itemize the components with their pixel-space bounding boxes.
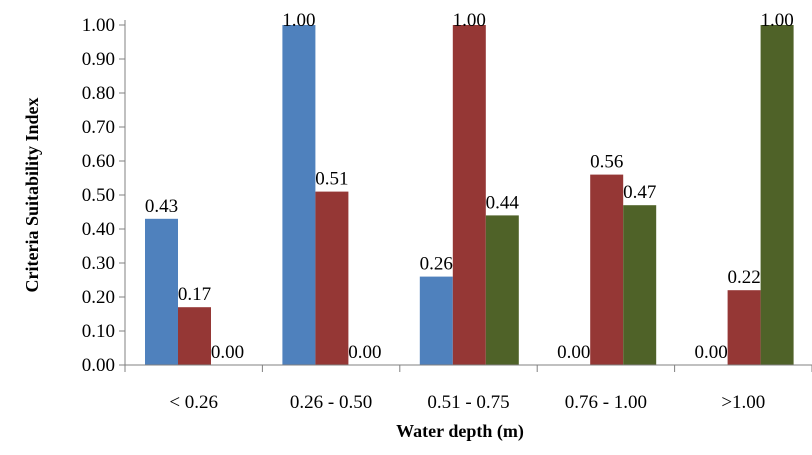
x-tick-label: 0.51 - 0.75 [427,392,509,413]
bar [727,290,761,365]
data-label: 0.00 [694,342,727,363]
y-tick-label: 0.40 [82,219,115,240]
bars-layer [145,25,794,365]
bar [485,215,519,365]
y-tick-label: 0.00 [82,355,115,376]
x-tick-label: 0.76 - 1.00 [565,392,647,413]
x-tick-label: >1.00 [721,392,765,413]
bar [419,276,453,365]
data-label: 0.26 [420,254,453,275]
data-label: 0.51 [315,169,348,190]
x-tick-label: 0.26 - 0.50 [290,392,372,413]
data-label: 0.44 [486,192,520,213]
data-label: 0.22 [727,267,760,288]
y-tick-label: 0.50 [82,185,115,206]
x-tick-label: < 0.26 [169,392,218,413]
data-label: 0.47 [623,182,656,203]
data-label: 1.00 [282,10,315,31]
bar [178,307,211,365]
bar [282,25,316,365]
y-tick-label: 0.20 [82,287,115,308]
bar [760,25,794,365]
data-labels-layer: 0.43 1.00 0.26 0.00 0.00 0.17 0.51 1.00 0.56 0.22… [145,10,794,363]
bar [452,25,486,365]
y-axis-title: Criteria Suitability Index [22,97,42,292]
y-tick-label: 0.30 [82,253,115,274]
data-label: 1.00 [453,10,486,31]
y-tick-label: 0.70 [82,117,115,138]
data-label: 0.43 [145,196,178,217]
y-tick-label: 0.60 [82,151,115,172]
data-label: 1.00 [760,10,793,31]
data-label: 0.00 [348,342,381,363]
data-label: 0.17 [178,284,211,305]
bar [145,218,178,365]
bar [315,191,349,365]
bar [590,174,624,365]
x-axis-title: Water depth (m) [396,421,524,442]
axes-layer: 0.00 0.10 0.20 0.30 0.40 0.50 0.60 0.70 0.80 0.90… [82,15,812,413]
y-tick-label: 0.80 [82,83,115,104]
y-tick-label: 1.00 [82,15,115,36]
y-tick-label: 0.10 [82,321,115,342]
bar [623,205,657,365]
data-label: 0.56 [590,152,623,173]
data-label: 0.00 [211,342,244,363]
y-tick-label: 0.90 [82,49,115,70]
data-label: 0.00 [557,342,590,363]
